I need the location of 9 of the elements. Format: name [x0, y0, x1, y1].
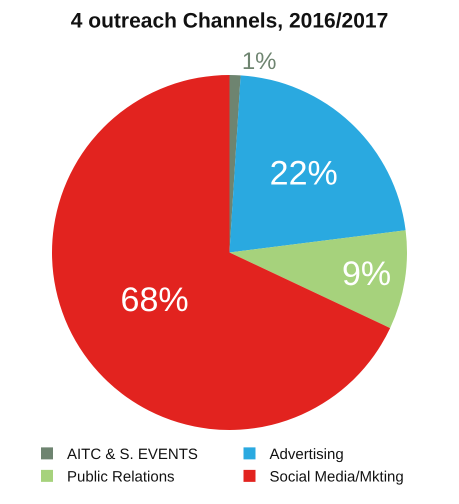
legend-label: Public Relations: [67, 468, 175, 486]
legend-label: AITC & S. EVENTS: [67, 446, 198, 464]
data-label: 9%: [342, 255, 392, 294]
legend-label: Advertising: [270, 446, 344, 464]
data-label: 22%: [270, 154, 338, 192]
chart-title: 4 outreach Channels, 2016/2017: [70, 9, 388, 32]
data-label: 1%: [242, 48, 277, 76]
data-label: 68%: [120, 281, 189, 320]
legend-label: Social Media/Mkting: [270, 468, 404, 486]
